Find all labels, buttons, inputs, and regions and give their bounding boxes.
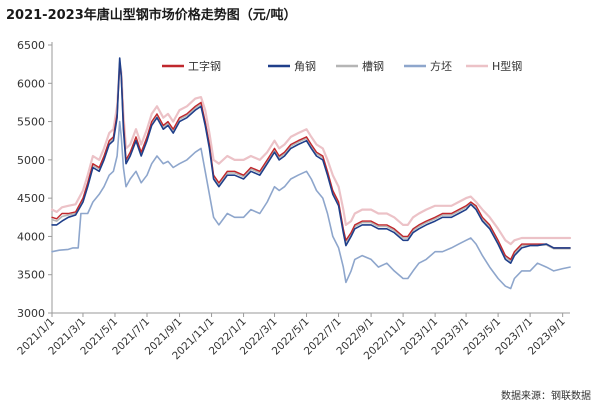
legend-label: 工字钢 [188,59,221,73]
legend-label: 方坯 [430,59,452,73]
legend-label: H型钢 [492,59,522,73]
y-tick-label: 6500 [17,39,45,52]
y-tick-label: 5500 [17,116,45,129]
y-tick-label: 3000 [17,307,45,320]
y-tick-label: 6000 [17,77,45,90]
series-line-4 [51,120,571,290]
y-tick-label: 3500 [17,269,45,282]
series-line-1 [51,63,571,261]
series-line-2 [51,57,571,265]
y-tick-label: 4500 [17,192,45,205]
legend-label: 槽钢 [362,60,384,73]
y-tick-label: 5000 [17,154,45,167]
chart-title: 2021-2023年唐山型钢市场价格走势图（元/吨） [6,8,297,23]
legend-label: 角钢 [294,60,316,73]
y-tick-label: 4000 [17,230,45,243]
data-source-note: 数据来源：钢联数据 [501,391,591,402]
